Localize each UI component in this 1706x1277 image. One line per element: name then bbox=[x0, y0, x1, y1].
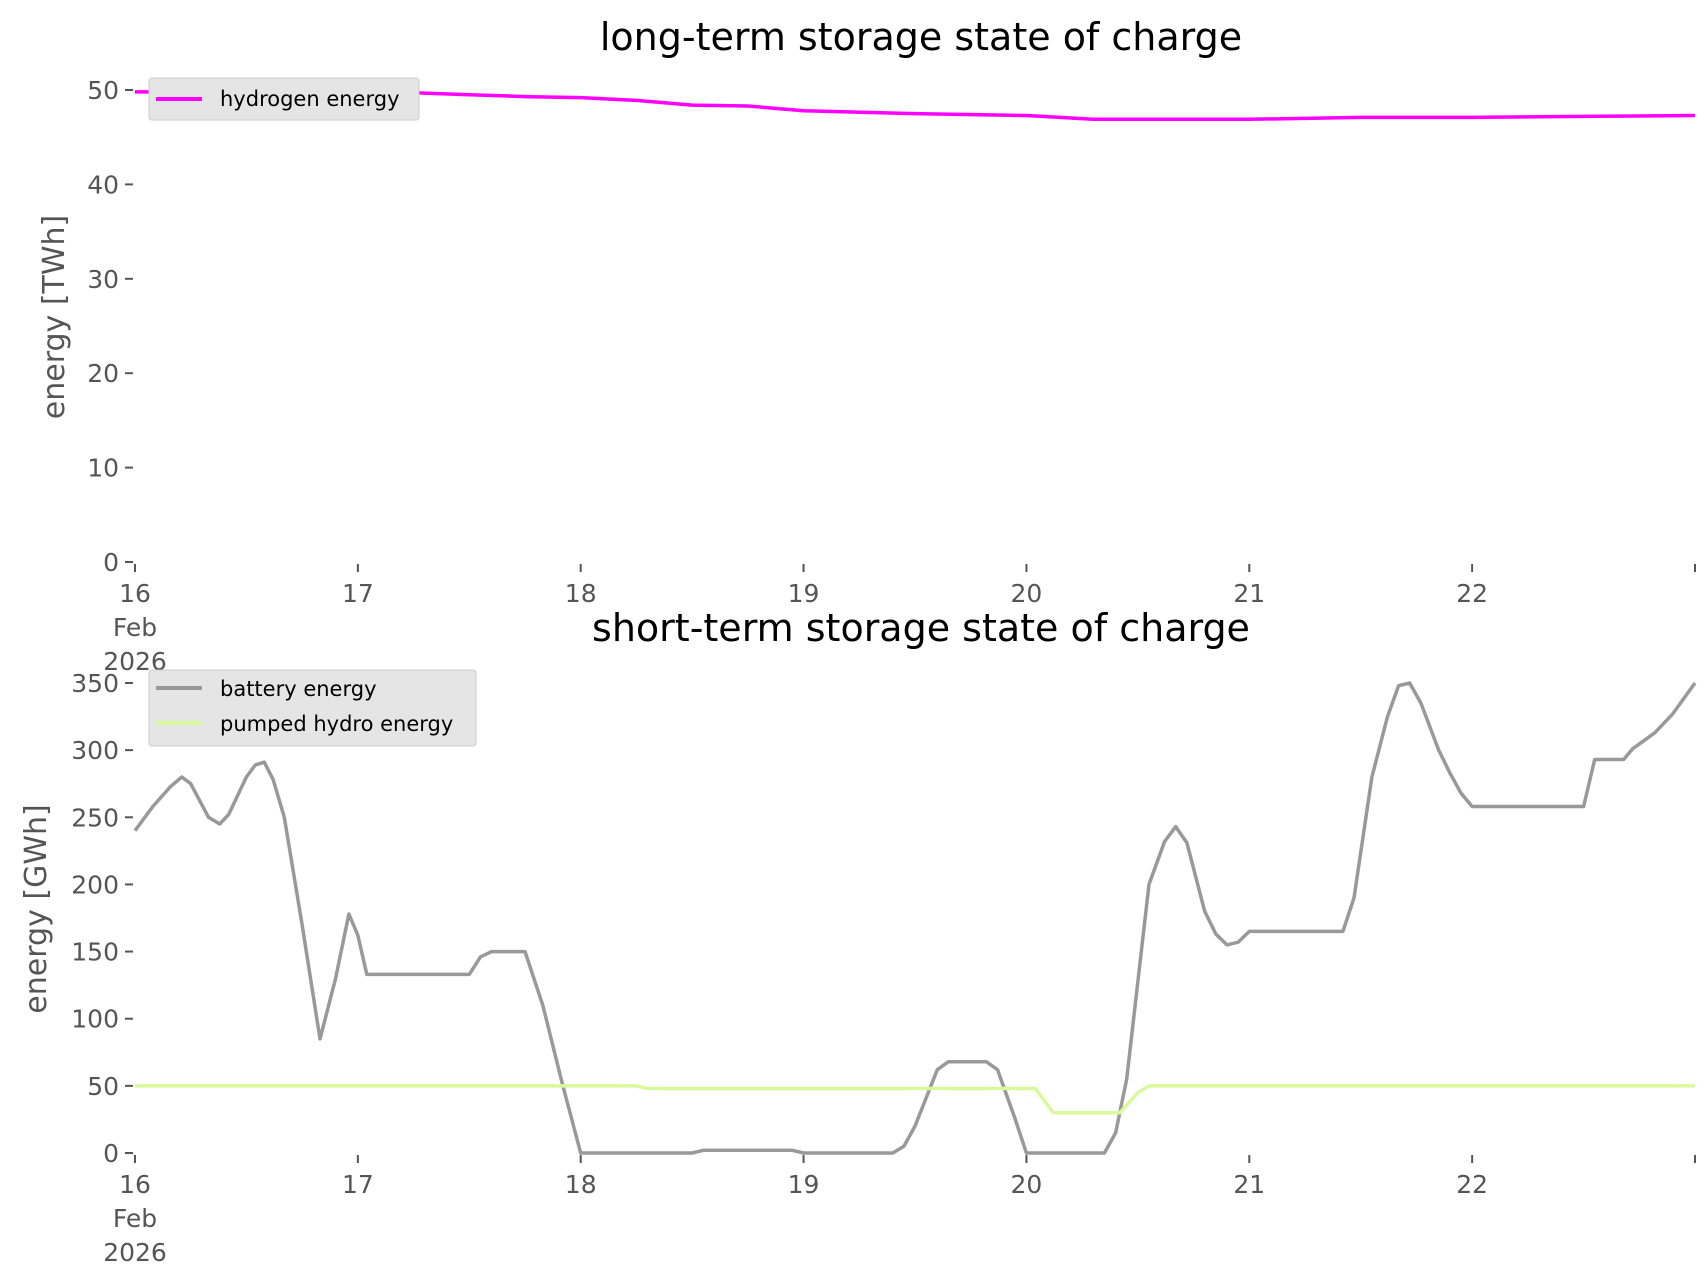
series-line-pumped-hydro bbox=[135, 1084, 1695, 1115]
top-ytick-label: 20 bbox=[87, 359, 119, 388]
top-xtick-label: 21 bbox=[1233, 579, 1265, 608]
top-ytick-label: 0 bbox=[103, 548, 119, 577]
top-xtick-label: 22 bbox=[1456, 579, 1488, 608]
legend-label-hydrogen: hydrogen energy bbox=[220, 87, 400, 111]
top-xtick-label: 18 bbox=[565, 579, 597, 608]
series-line-battery bbox=[133, 681, 1697, 1155]
bottom-series bbox=[133, 681, 1697, 1155]
top-xtick-label: 19 bbox=[788, 579, 820, 608]
bottom-xtick-label: 21 bbox=[1233, 1170, 1265, 1199]
top-y-ticks: 0 10 20 30 40 50 bbox=[87, 76, 133, 577]
top-panel: long-term storage state of charge energy… bbox=[37, 15, 1696, 676]
bottom-y-ticks: 0 50 100 150 200 250 300 350 bbox=[71, 669, 133, 1168]
top-legend: hydrogen energy bbox=[148, 77, 420, 121]
bottom-x-ticks: 16 Feb 2026 17 18 19 20 21 22 bbox=[103, 1155, 1696, 1267]
top-ytick-label: 40 bbox=[87, 170, 119, 199]
bottom-xtick-label: 20 bbox=[1011, 1170, 1043, 1199]
bottom-ytick-label: 0 bbox=[103, 1139, 119, 1168]
bottom-ytick-label: 50 bbox=[87, 1072, 119, 1101]
bottom-chart-title: short-term storage state of charge bbox=[592, 606, 1250, 650]
bottom-panel: short-term storage state of charge energ… bbox=[19, 606, 1697, 1267]
top-xtick-label: 17 bbox=[342, 579, 374, 608]
bottom-ytick-label: 100 bbox=[71, 1005, 119, 1034]
top-chart-title: long-term storage state of charge bbox=[600, 15, 1242, 59]
bottom-legend-box bbox=[148, 669, 477, 747]
bottom-xtick-label: 16 bbox=[119, 1170, 151, 1199]
bottom-xtick-label: Feb bbox=[113, 1204, 157, 1233]
bottom-xtick-label: 19 bbox=[788, 1170, 820, 1199]
legend-label-pumped-hydro: pumped hydro energy bbox=[220, 712, 453, 736]
bottom-ytick-label: 250 bbox=[71, 803, 119, 832]
bottom-y-axis-label: energy [GWh] bbox=[19, 804, 54, 1013]
bottom-xtick-label: 22 bbox=[1456, 1170, 1488, 1199]
bottom-xtick-label: 2026 bbox=[103, 1238, 167, 1267]
series-line-hydrogen bbox=[135, 90, 1696, 122]
bottom-ytick-label: 200 bbox=[71, 870, 119, 899]
top-xtick-label: 16 bbox=[119, 579, 151, 608]
top-xtick-label: 20 bbox=[1011, 579, 1043, 608]
top-legend-box bbox=[148, 77, 420, 121]
bottom-ytick-label: 150 bbox=[71, 938, 119, 967]
bottom-ytick-label: 300 bbox=[71, 736, 119, 765]
top-series bbox=[135, 90, 1696, 122]
top-ytick-label: 50 bbox=[87, 76, 119, 105]
top-ytick-label: 30 bbox=[87, 265, 119, 294]
bottom-legend: battery energy pumped hydro energy bbox=[148, 669, 477, 747]
top-xtick-label: Feb bbox=[113, 613, 157, 642]
legend-label-battery: battery energy bbox=[220, 677, 377, 701]
top-y-axis-label: energy [TWh] bbox=[37, 215, 72, 419]
bottom-xtick-label: 18 bbox=[565, 1170, 597, 1199]
bottom-xtick-label: 17 bbox=[342, 1170, 374, 1199]
bottom-ytick-label: 350 bbox=[71, 669, 119, 698]
top-ytick-label: 10 bbox=[87, 454, 119, 483]
